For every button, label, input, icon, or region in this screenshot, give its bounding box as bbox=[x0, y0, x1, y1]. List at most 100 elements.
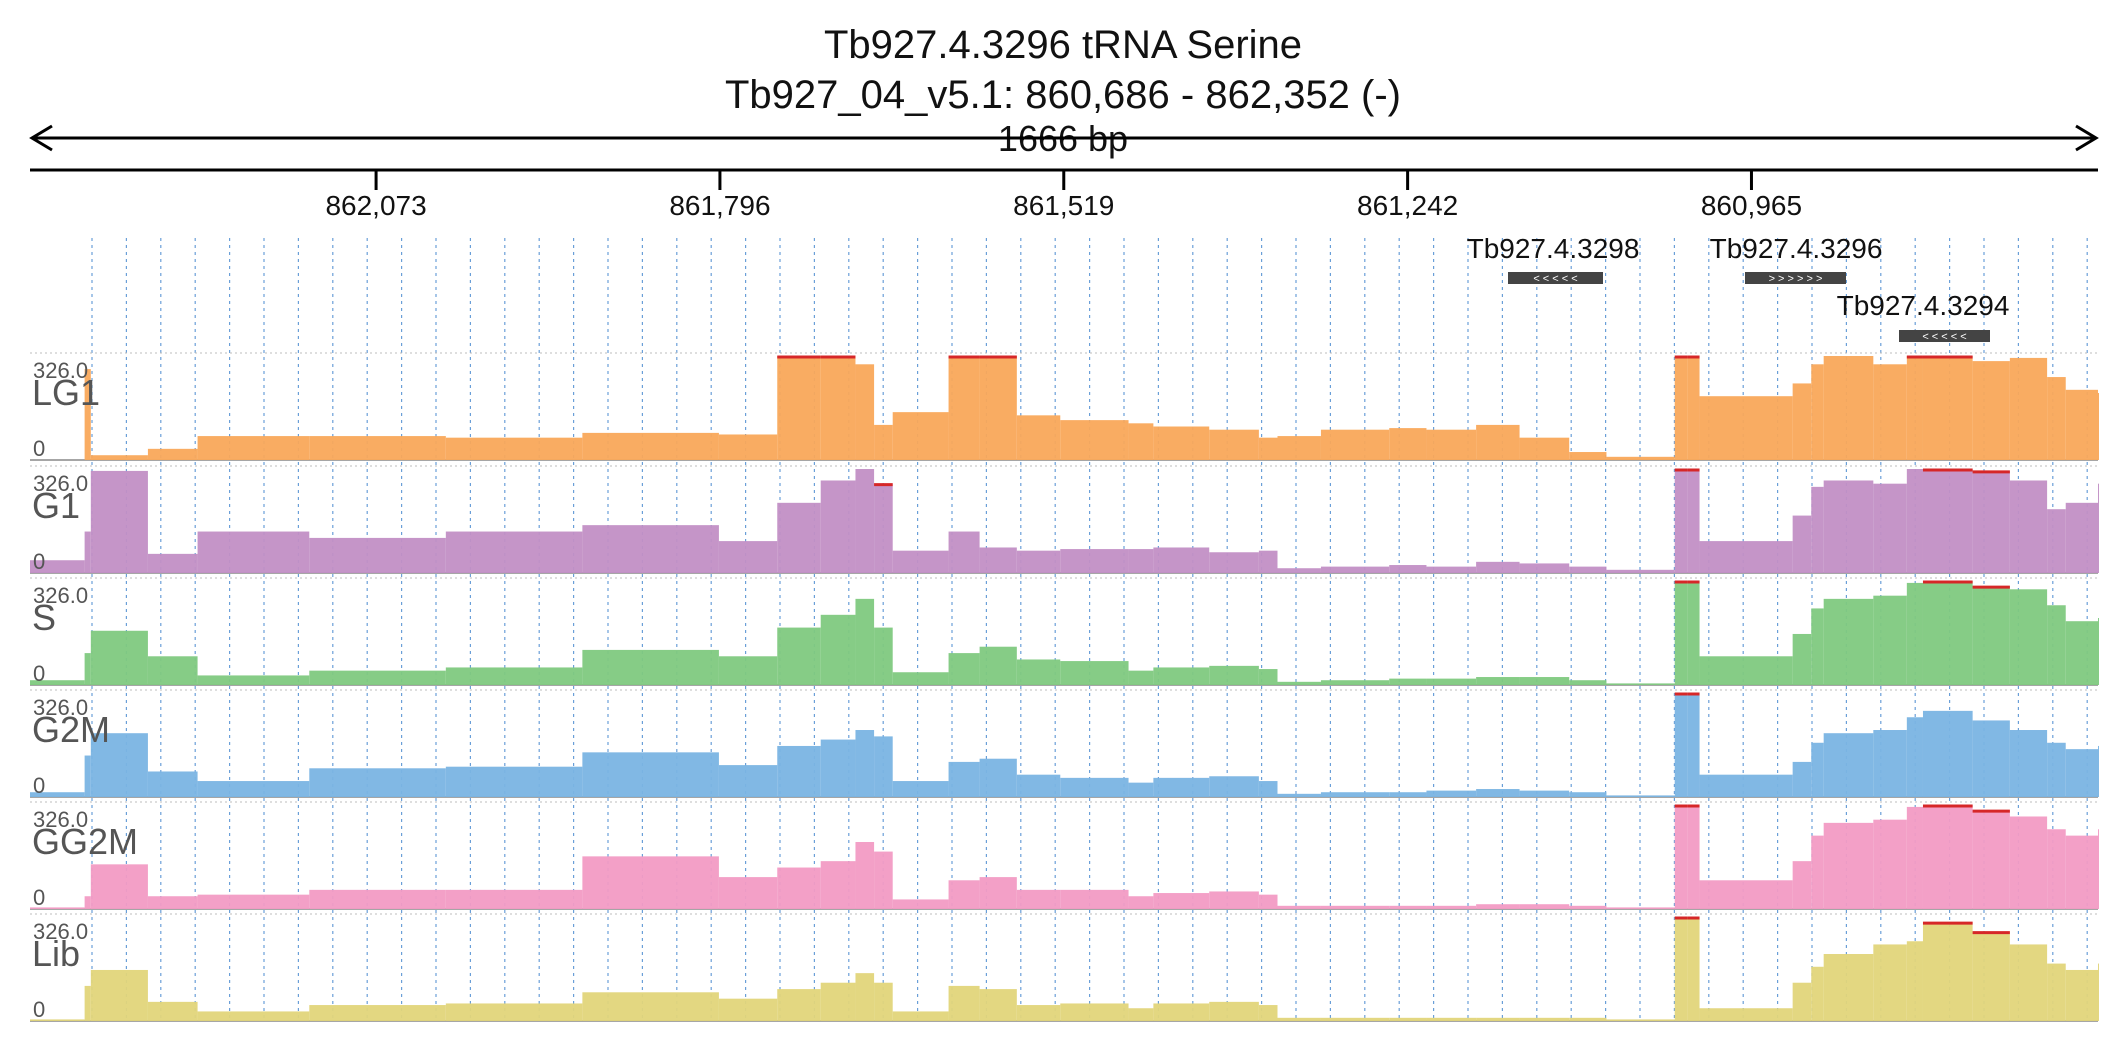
coverage-bar bbox=[1277, 436, 1321, 460]
coverage-bar bbox=[1687, 917, 1700, 1021]
coverage-bar bbox=[1128, 896, 1154, 909]
coverage-bar bbox=[1972, 586, 2010, 685]
coverage-bar bbox=[30, 907, 85, 909]
coverage-bar bbox=[1823, 822, 1874, 909]
coverage-bar bbox=[820, 480, 856, 573]
coverage-bar bbox=[948, 761, 980, 797]
coverage-bar bbox=[1389, 792, 1427, 797]
coverage-bar bbox=[30, 792, 85, 797]
coverage-bar bbox=[874, 627, 893, 685]
coverage-bar bbox=[197, 781, 310, 797]
coverage-bar bbox=[1906, 806, 1923, 909]
coverage-bar bbox=[1972, 810, 2010, 909]
coverage-bar bbox=[1153, 1003, 1210, 1021]
coverage-bar bbox=[1823, 733, 1874, 797]
coverage-bar bbox=[1389, 428, 1427, 460]
coverage-bar bbox=[1873, 944, 1907, 1021]
coverage-bar bbox=[1687, 356, 1700, 460]
coverage-bar bbox=[1128, 782, 1154, 797]
coverage-bar bbox=[309, 436, 446, 460]
coverage-bar bbox=[30, 1019, 85, 1021]
coverage-bar bbox=[1674, 469, 1688, 573]
coverage-bar bbox=[197, 531, 310, 573]
coverage-bar bbox=[2065, 502, 2098, 573]
coverage-bar bbox=[1519, 904, 1570, 909]
coverage-bar bbox=[309, 670, 446, 685]
coverage-bar bbox=[1811, 486, 1824, 573]
coverage-bar bbox=[1972, 931, 2010, 1021]
coverage-bar bbox=[2047, 605, 2066, 685]
coverage-bar bbox=[892, 550, 949, 573]
track-y-max-label: 326.0 bbox=[33, 807, 88, 832]
coverage-bar bbox=[2009, 357, 2048, 460]
coverage-bar bbox=[1972, 470, 2010, 573]
coverage-bar bbox=[84, 755, 91, 797]
coverage-bar bbox=[1153, 547, 1210, 573]
coverage-bar bbox=[1674, 917, 1688, 1021]
gene-strand-arrows: < < < < < bbox=[1533, 273, 1577, 285]
ruler-tick-label: 861,796 bbox=[669, 190, 770, 221]
coverage-bar bbox=[1476, 677, 1520, 685]
coverage-bar bbox=[1906, 356, 1923, 460]
coverage-bar bbox=[1128, 1008, 1154, 1021]
coverage-bar bbox=[1426, 566, 1477, 573]
coverage-bar bbox=[1873, 730, 1907, 797]
coverage-bar bbox=[1699, 1008, 1793, 1021]
coverage-bar bbox=[2009, 480, 2048, 573]
coverage-bar bbox=[1277, 681, 1321, 685]
coverage-bar bbox=[1792, 515, 1812, 573]
track-g1: 326.0 0 G1 bbox=[30, 465, 2099, 574]
coverage-bar bbox=[147, 553, 198, 573]
coverage-bar bbox=[1687, 581, 1700, 685]
coverage-bar bbox=[309, 537, 446, 573]
coverage-bar bbox=[1209, 552, 1259, 573]
coverage-bar bbox=[874, 483, 893, 573]
coverage-bar bbox=[1922, 356, 1973, 460]
coverage-bar bbox=[197, 675, 310, 685]
track-lib: 326.0 0 Lib bbox=[30, 913, 2099, 1022]
coverage-bar bbox=[309, 768, 446, 797]
coverage-bar bbox=[1277, 905, 1321, 909]
coverage-bar bbox=[1426, 1017, 1477, 1021]
track-name-label: Lib bbox=[32, 933, 80, 974]
coverage-bar bbox=[777, 867, 821, 909]
coverage-bar bbox=[1811, 742, 1824, 797]
coverage-bar bbox=[2047, 829, 2066, 909]
coverage-bar bbox=[30, 680, 85, 685]
coverage-bar bbox=[2098, 963, 2099, 1021]
track-y-max-label: 326.0 bbox=[33, 358, 88, 383]
coverage-bar bbox=[948, 653, 980, 685]
coverage-bar bbox=[2098, 618, 2099, 685]
coverage-bar bbox=[1519, 790, 1570, 797]
gene-bar bbox=[1508, 272, 1603, 284]
coverage-bar bbox=[1873, 483, 1907, 573]
coverage-bar bbox=[1209, 1001, 1259, 1021]
coverage-bar bbox=[1320, 1017, 1390, 1021]
coverage-bar bbox=[147, 896, 198, 909]
coverage-bar bbox=[979, 877, 1017, 909]
coverage-bar bbox=[147, 771, 198, 797]
track-s: 326.0 0 S bbox=[30, 577, 2099, 686]
coverage-bar bbox=[874, 982, 893, 1021]
coverage-bar bbox=[1972, 720, 2010, 797]
coverage-bar bbox=[1277, 793, 1321, 797]
coverage-bar bbox=[1016, 415, 1061, 460]
coverage-bar bbox=[2065, 969, 2098, 1021]
track-name-label: G1 bbox=[32, 485, 80, 526]
coverage-bar bbox=[1476, 1017, 1520, 1021]
coverage-bar bbox=[777, 627, 821, 685]
coverage-bar bbox=[1128, 549, 1154, 573]
coverage-bar bbox=[445, 766, 583, 797]
coverage-bar bbox=[1811, 835, 1824, 909]
coverage-bar bbox=[1426, 790, 1477, 797]
coverage-bar bbox=[1922, 805, 1973, 909]
coverage-bar bbox=[1519, 677, 1570, 685]
coverage-bar bbox=[1823, 356, 1874, 460]
coverage-bar bbox=[1209, 891, 1259, 909]
track-y-max-label: 326.0 bbox=[33, 919, 88, 944]
coverage-bar bbox=[1792, 761, 1812, 797]
coverage-bar bbox=[90, 969, 148, 1021]
coverage-bar bbox=[1016, 889, 1061, 909]
coverage-bar bbox=[1153, 777, 1210, 797]
coverage-bar bbox=[84, 985, 91, 1021]
